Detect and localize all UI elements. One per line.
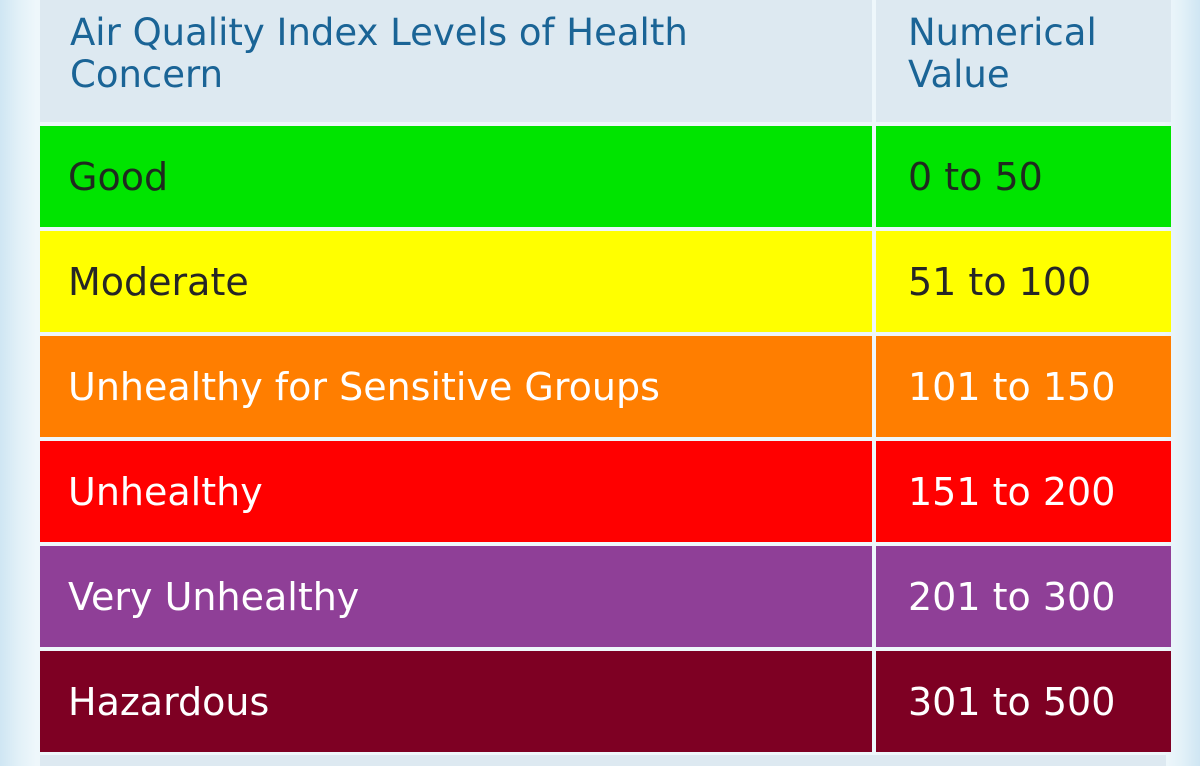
level-cell-unhealthy: Unhealthy [40,441,872,542]
table-header: Air Quality Index Levels of Health Conce… [40,0,1171,122]
header-level-line-1: Air Quality Index Levels of Health [70,11,688,54]
value-cell-moderate: 51 to 100 [876,231,1171,332]
aqi-levels-table: Air Quality Index Levels of Health Conce… [36,0,1175,756]
level-cell-unhealthy-sensitive: Unhealthy for Sensitive Groups [40,336,872,437]
header-level-of-concern: Air Quality Index Levels of Health Conce… [40,0,872,122]
level-cell-very-unhealthy: Very Unhealthy [40,546,872,647]
table-row-good: Good 0 to 50 [40,126,1171,227]
value-cell-very-unhealthy: 201 to 300 [876,546,1171,647]
header-numerical-value: Numerical Value [876,0,1171,122]
table-row-hazardous: Hazardous 301 to 500 [40,651,1171,752]
header-value-line-2: Value [908,53,1010,96]
table-row-unhealthy: Unhealthy 151 to 200 [40,441,1171,542]
table-row-unhealthy-sensitive: Unhealthy for Sensitive Groups 101 to 15… [40,336,1171,437]
value-cell-hazardous: 301 to 500 [876,651,1171,752]
table-row-moderate: Moderate 51 to 100 [40,231,1171,332]
table-next-row-edge [40,755,1166,766]
value-cell-unhealthy: 151 to 200 [876,441,1171,542]
value-cell-good: 0 to 50 [876,126,1171,227]
level-cell-hazardous: Hazardous [40,651,872,752]
value-cell-unhealthy-sensitive: 101 to 150 [876,336,1171,437]
header-row: Air Quality Index Levels of Health Conce… [40,0,1171,122]
header-level-line-2: Concern [70,53,224,96]
level-cell-good: Good [40,126,872,227]
table-body: Good 0 to 50 Moderate 51 to 100 Unhealth… [40,126,1171,752]
header-value-line-1: Numerical [908,11,1097,54]
level-cell-moderate: Moderate [40,231,872,332]
table-row-very-unhealthy: Very Unhealthy 201 to 300 [40,546,1171,647]
